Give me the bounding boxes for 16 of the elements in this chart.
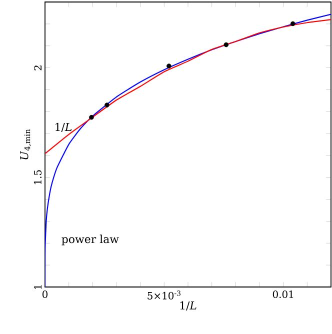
x-tick-label: 5×10$^{-3}$	[148, 290, 180, 300]
y-tick-label: 1.5	[34, 170, 42, 184]
y-tick-label: 1	[34, 285, 42, 289]
x-tick-label: 0.01	[272, 290, 294, 298]
y-axis-title: U$_{4,min}$	[20, 129, 32, 160]
point	[224, 42, 229, 48]
line-series	[45, 18, 331, 154]
point	[290, 21, 296, 26]
point	[166, 64, 172, 68]
x-tick-label: 0	[42, 290, 48, 298]
annotation: power law	[62, 234, 119, 246]
point	[89, 114, 94, 120]
annotation: 1/L	[56, 122, 72, 132]
x-axis-title: 1/L	[180, 301, 196, 310]
y-tick-label: 2	[34, 66, 42, 70]
point	[104, 102, 110, 108]
